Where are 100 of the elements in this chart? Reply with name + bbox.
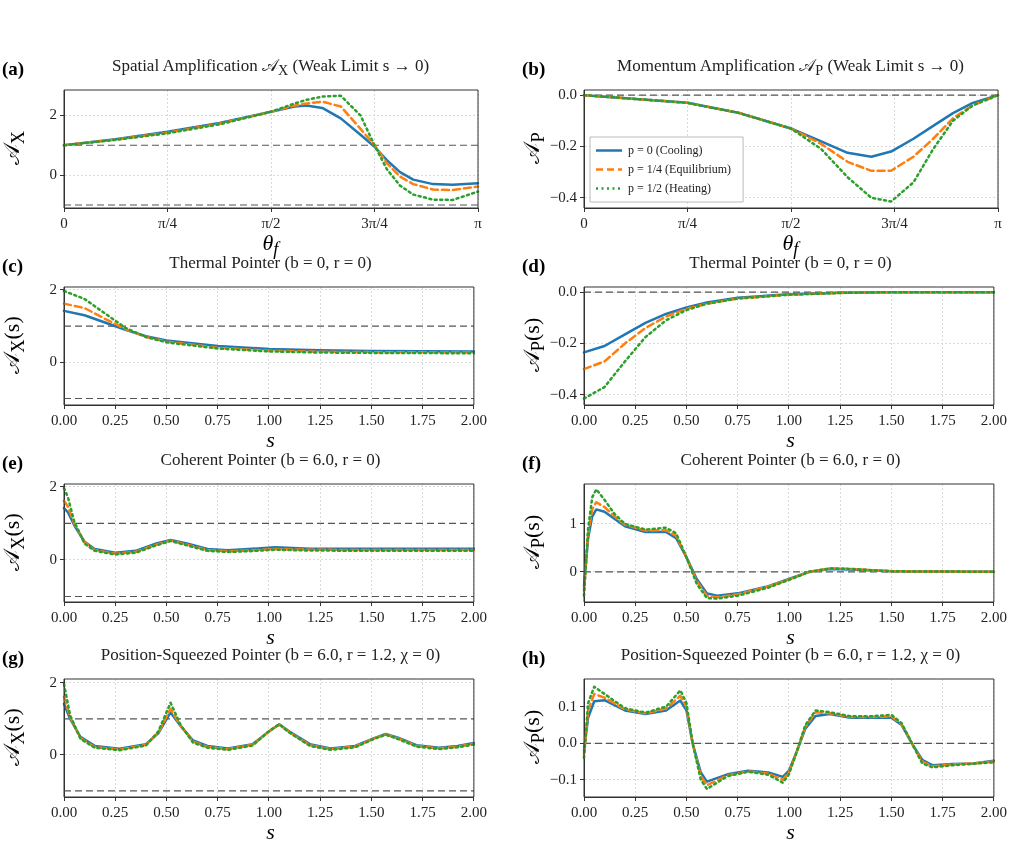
x-tick-label: 0.50 (673, 803, 700, 820)
y-tick-label: 0.0 (558, 283, 577, 300)
x-tick-label: 0.00 (570, 608, 598, 625)
x-tick-label: 1.75 (409, 411, 436, 428)
x-tick-label: 1.25 (307, 608, 334, 625)
x-tick-label: 2.00 (980, 608, 1007, 625)
y-tick-label: 2 (49, 477, 57, 494)
x-tick-label: 1.00 (255, 608, 283, 625)
y-tick-label: −0.4 (549, 188, 578, 205)
x-tick-label: π/2 (261, 214, 281, 231)
y-tick-label: 0.0 (558, 734, 577, 751)
x-tick-label: 2.00 (460, 411, 487, 428)
x-tick-label: π (474, 214, 483, 231)
x-tick-label: 3π/4 (881, 214, 909, 231)
x-tick-label: 0.50 (153, 411, 180, 428)
x-tick-label: 0.00 (50, 608, 78, 625)
x-tick-label: 0.75 (724, 803, 751, 820)
y-tick-label: 0 (49, 745, 57, 762)
x-tick-label: 2.00 (980, 411, 1007, 428)
x-axis-title: s (265, 819, 276, 845)
x-tick-label: 1.00 (775, 411, 803, 428)
x-tick-label: π/4 (677, 214, 698, 231)
x-tick-label: 1.25 (827, 803, 854, 820)
x-tick-label: 0.75 (724, 411, 751, 428)
x-tick-label: 1.75 (409, 803, 436, 820)
x-tick-label: 1.50 (878, 608, 905, 625)
x-tick-label: 2.00 (460, 608, 487, 625)
y-tick-label: −0.4 (549, 385, 578, 402)
y-tick-label: −0.1 (549, 770, 577, 787)
x-tick-label: 0.50 (673, 411, 700, 428)
x-tick-label: 1.50 (358, 411, 385, 428)
text: (g) (2, 647, 25, 669)
text: (f) (522, 452, 541, 474)
x-axis-title: s (785, 819, 796, 845)
y-tick-label: −0.2 (549, 334, 577, 351)
x-tick-label: 2.00 (980, 803, 1007, 820)
x-tick-label: 0 (60, 214, 68, 231)
x-tick-label: 0.25 (622, 608, 649, 625)
y-tick-label: 0 (49, 550, 57, 567)
x-tick-label: 0.25 (622, 411, 649, 428)
x-tick-label: 3π/4 (361, 214, 389, 231)
x-tick-label: 2.00 (460, 803, 487, 820)
y-tick-label: 0 (49, 166, 57, 183)
x-tick-label: 0.50 (673, 608, 700, 625)
x-tick-label: 0.75 (724, 608, 751, 625)
x-tick-label: 0.50 (153, 803, 180, 820)
y-tick-label: −0.2 (549, 137, 577, 154)
x-tick-label: 0.75 (204, 411, 231, 428)
x-tick-label: 0.00 (570, 803, 598, 820)
x-tick-label: 0.25 (102, 608, 129, 625)
y-tick-label: 2 (49, 673, 57, 690)
chart-title: Coherent Pointer (b = 6.0, r = 0) (679, 450, 902, 470)
y-tick-label: 2 (49, 106, 57, 123)
text: (e) (2, 452, 24, 474)
x-tick-label: 1.75 (929, 608, 956, 625)
x-tick-label: 0.25 (622, 803, 649, 820)
x-tick-label: π/4 (157, 214, 178, 231)
x-tick-label: 0.00 (50, 803, 78, 820)
x-tick-label: 1.50 (358, 608, 385, 625)
y-tick-label: 1 (569, 514, 577, 531)
y-tick-label: 2 (49, 280, 57, 297)
x-tick-label: 0.75 (204, 803, 231, 820)
text: (b) (522, 58, 546, 80)
x-tick-label: 0.50 (153, 608, 180, 625)
x-tick-label: π/2 (781, 214, 801, 231)
x-tick-label: 0.00 (50, 411, 78, 428)
x-axis-title: s (265, 427, 276, 453)
x-tick-label: 1.75 (409, 608, 436, 625)
x-tick-label: 1.25 (827, 608, 854, 625)
x-tick-label: 1.75 (929, 803, 956, 820)
x-tick-label: 1.50 (358, 803, 385, 820)
x-tick-label: 1.50 (878, 803, 905, 820)
legend-label: p = 1/4 (Equilibrium) (628, 161, 732, 176)
text: (c) (2, 255, 24, 277)
text: (h) (522, 647, 546, 669)
x-tick-label: 0.75 (204, 608, 231, 625)
legend-label: p = 0 (Cooling) (628, 142, 703, 157)
chart-title: Momentum Amplification 𝒜$_{P}$ (Weak Limit s → 0) (616, 56, 965, 80)
x-tick-label: 1.25 (827, 411, 854, 428)
text: (d) (522, 255, 546, 277)
x-tick-label: π (994, 214, 1003, 231)
y-tick-label: 0 (49, 353, 57, 370)
text: (a) (2, 58, 25, 80)
x-axis-title: s (785, 427, 796, 453)
x-tick-label: 1.00 (255, 411, 283, 428)
x-tick-label: 0.25 (102, 803, 129, 820)
y-tick-label: 0.1 (558, 697, 577, 714)
x-tick-label: 1.25 (307, 803, 334, 820)
chart-title: Spatial Amplification 𝒜$_{X}$ (Weak Limit s → 0) (110, 56, 431, 80)
x-tick-label: 1.25 (307, 411, 334, 428)
chart-title: Coherent Pointer (b = 6.0, r = 0) (159, 450, 382, 470)
x-tick-label: 1.00 (775, 608, 803, 625)
x-tick-label: 0.00 (570, 411, 598, 428)
legend-label: p = 1/2 (Heating) (628, 180, 712, 195)
x-tick-label: 1.00 (255, 803, 283, 820)
y-tick-label: 0 (569, 562, 577, 579)
y-tick-label: 0.0 (558, 86, 577, 103)
x-tick-label: 1.00 (775, 803, 803, 820)
x-tick-label: 0.25 (102, 411, 129, 428)
x-tick-label: 1.50 (878, 411, 905, 428)
